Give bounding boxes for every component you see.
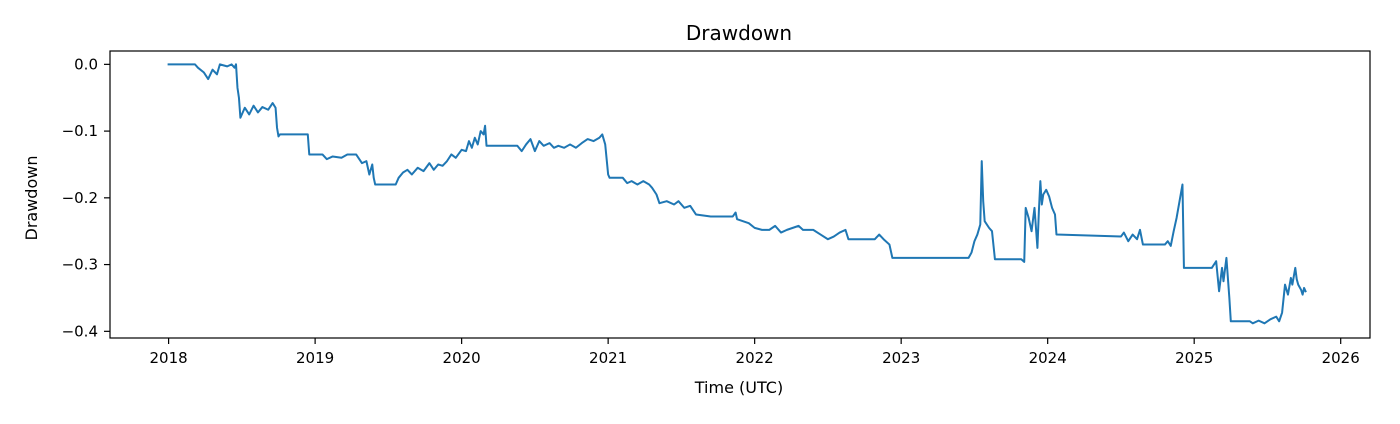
- x-axis: 2018 2019 2020 2021 2022 2023 2024 2025 2026: [150, 338, 1360, 367]
- x-tick-label: 2022: [736, 349, 774, 367]
- y-tick-label: −0.1: [62, 122, 98, 140]
- x-tick-label: 2026: [1322, 349, 1360, 367]
- x-tick-label: 2019: [296, 349, 334, 367]
- series-line-0: [167, 63, 1307, 325]
- y-tick-label: −0.3: [62, 256, 98, 274]
- y-tick-label: −0.2: [62, 189, 98, 207]
- x-tick-label: 2025: [1175, 349, 1213, 367]
- y-axis-label: Drawdown: [22, 156, 41, 241]
- y-axis: 0.0 −0.1 −0.2 −0.3 −0.4: [62, 55, 110, 340]
- chart-title: Drawdown: [686, 21, 792, 45]
- x-tick-label: 2024: [1029, 349, 1067, 367]
- y-tick-label: 0.0: [74, 55, 98, 73]
- plot-area: [109, 50, 1371, 339]
- y-tick-label: −0.4: [62, 322, 98, 340]
- x-axis-label: Time (UTC): [694, 378, 783, 397]
- x-tick-label: 2020: [443, 349, 481, 367]
- x-tick-label: 2018: [150, 349, 188, 367]
- x-tick-label: 2021: [589, 349, 627, 367]
- plot-frame: [109, 50, 1371, 339]
- x-tick-label: 2023: [882, 349, 920, 367]
